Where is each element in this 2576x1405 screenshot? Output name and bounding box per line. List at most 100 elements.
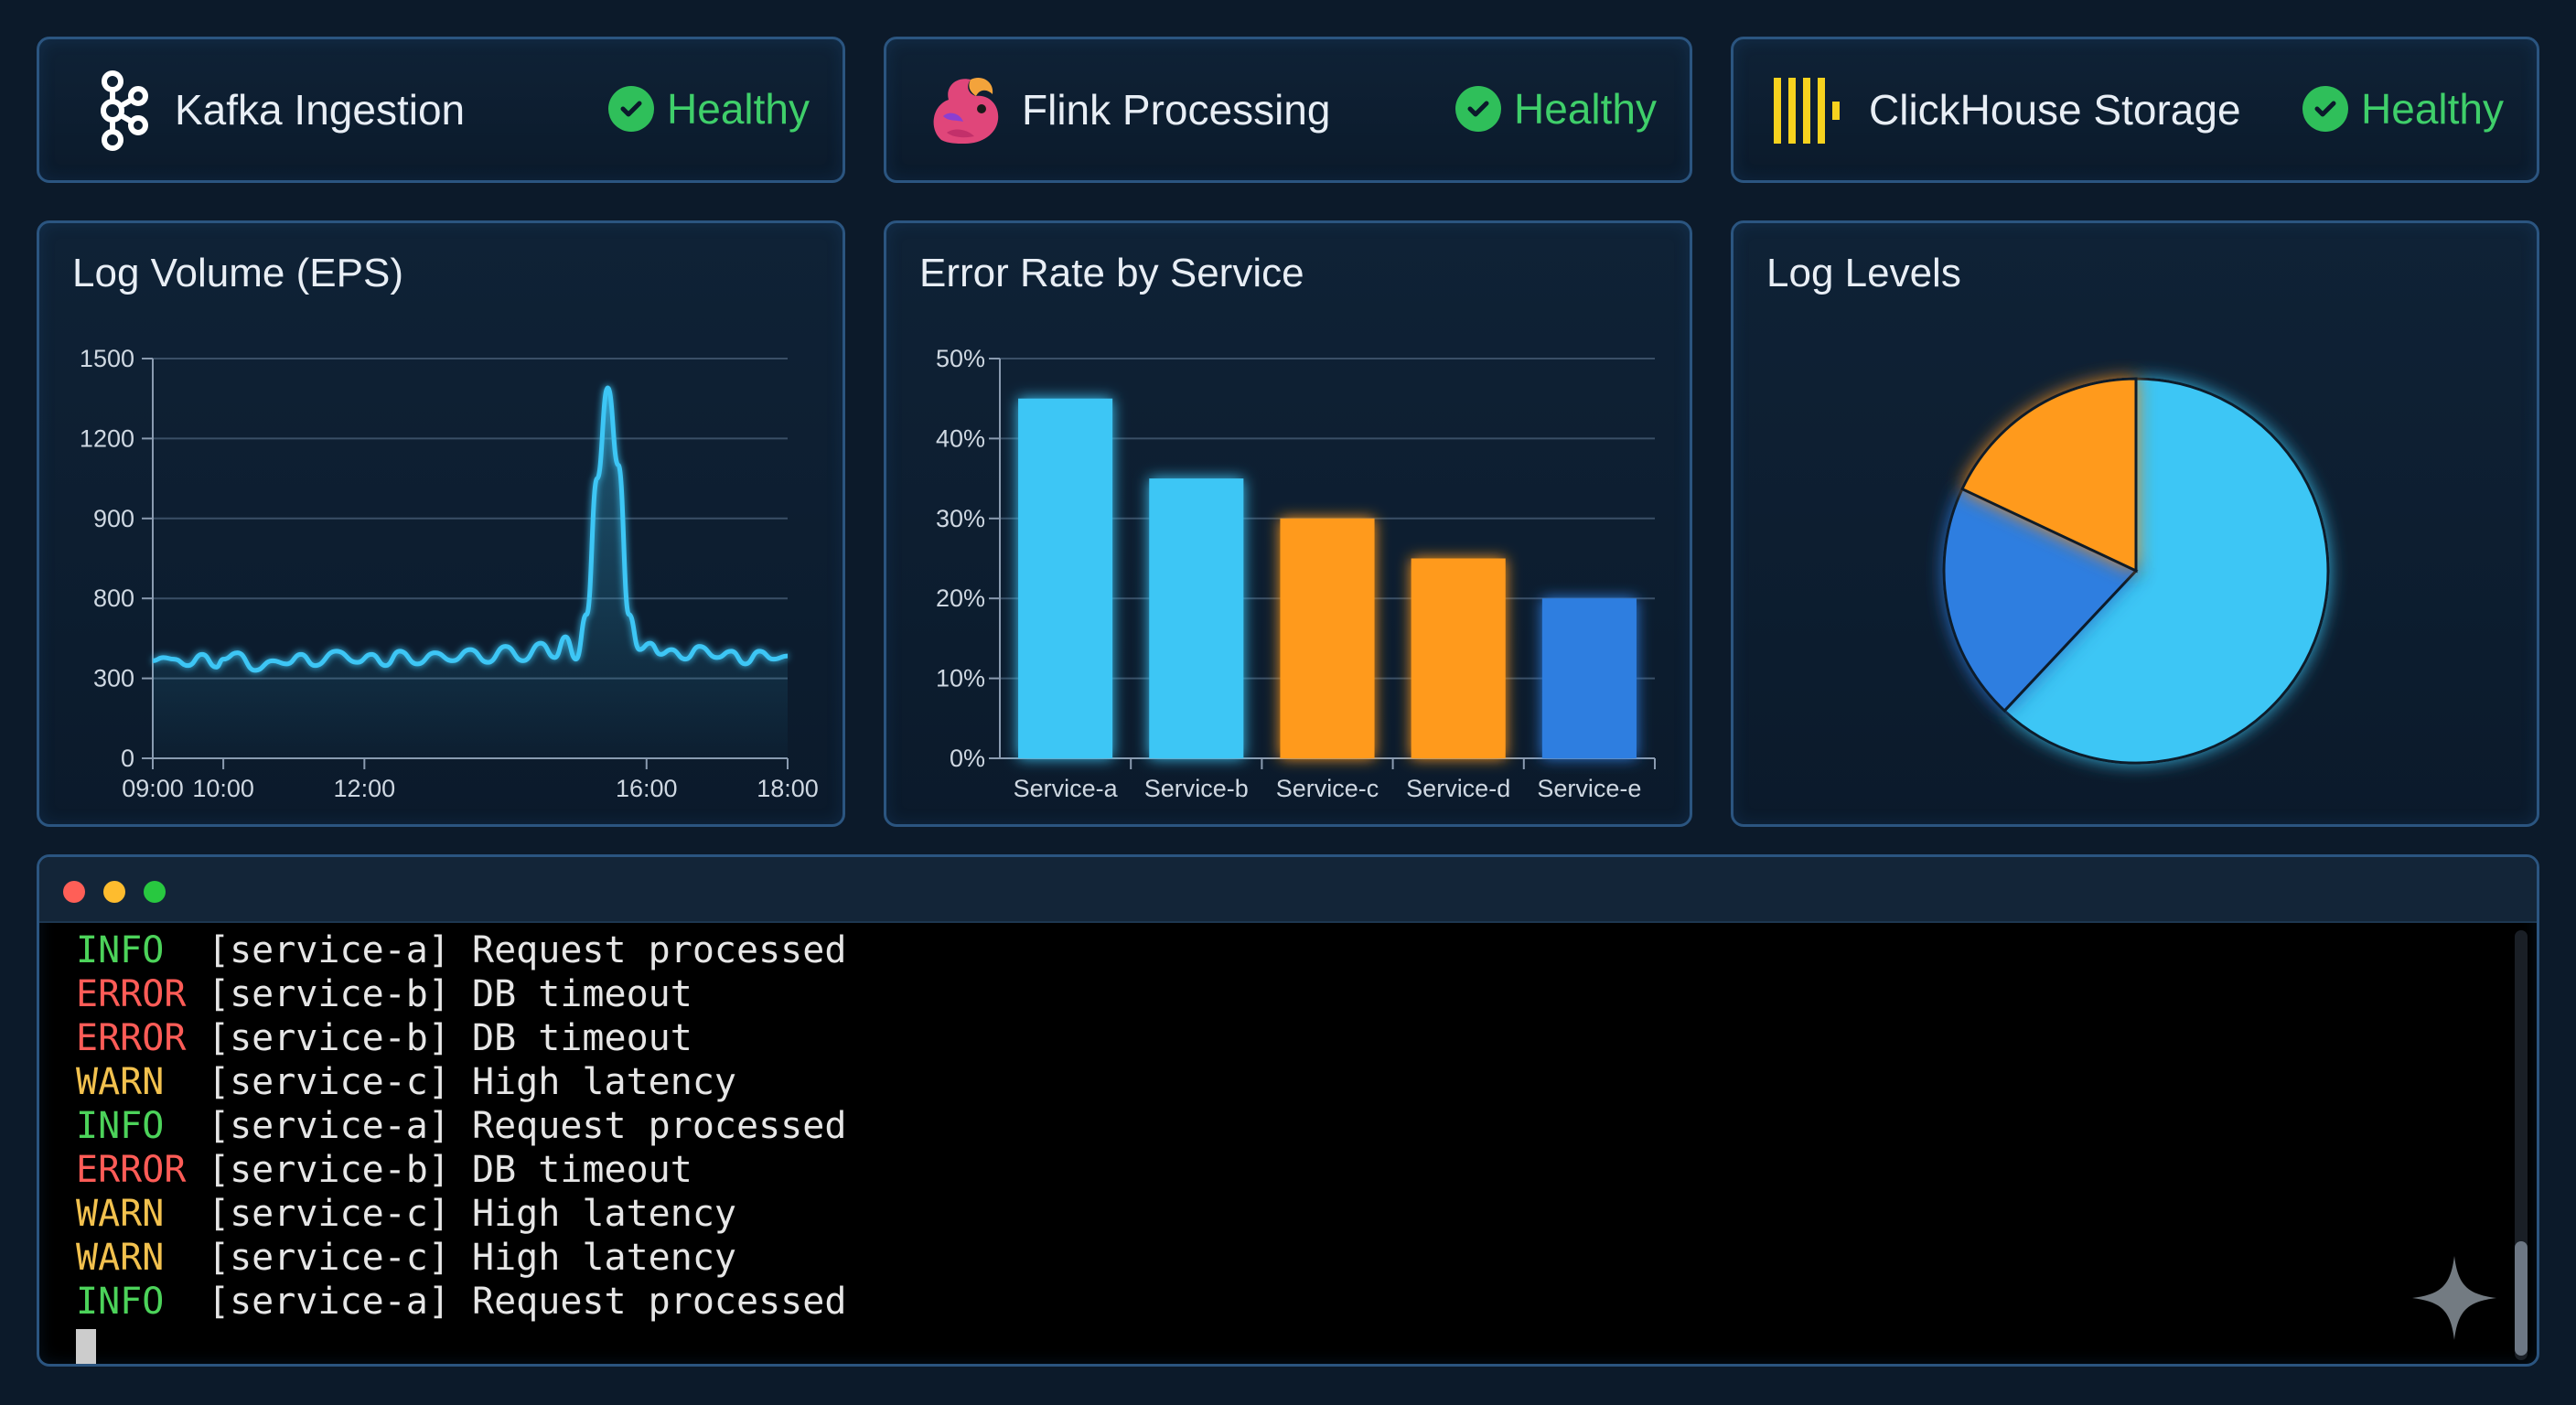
chart-title: Log Volume (EPS) (72, 251, 403, 295)
pie-slice-0 (2002, 377, 2330, 765)
log-message: DB timeout (472, 1149, 692, 1191)
y-tick-label: 30% (936, 505, 985, 532)
log-service: [service-c] (208, 1193, 450, 1235)
log-line: INFO [service-a] Request processed (76, 1280, 846, 1324)
log-message: DB timeout (472, 1017, 692, 1059)
x-tick-label: 12:00 (334, 775, 396, 802)
y-tick-label: 800 (93, 585, 134, 612)
log-line: INFO [service-a] Request processed (76, 1104, 846, 1148)
log-message: High latency (472, 1061, 736, 1103)
log-service: [service-a] (208, 929, 450, 971)
flink-squirrel-icon (933, 77, 999, 144)
log-volume-panel: Log Volume (EPS) 0 300 800 900 1200 1500 09:00… (37, 220, 845, 827)
y-tick-label: 50% (936, 345, 985, 372)
service-name: Flink Processing (1022, 86, 1331, 134)
y-tick-label: 1200 (80, 424, 134, 452)
bar-service-c (1280, 518, 1375, 758)
log-service: [service-c] (208, 1061, 450, 1103)
check-icon (1455, 86, 1502, 132)
log-message: High latency (472, 1193, 736, 1235)
log-terminal[interactable]: INFO [service-a] Request processed ERROR [s… (37, 854, 2539, 1367)
status-label: Healthy (1514, 85, 1657, 133)
log-level: INFO (76, 1105, 165, 1147)
y-tick-label: 10% (936, 665, 985, 692)
x-tick-label: Service-a (1014, 775, 1119, 802)
service-name: ClickHouse Storage (1869, 86, 2241, 134)
series-line-eps (152, 385, 789, 673)
y-tick-label: 1500 (80, 345, 134, 372)
clickhouse-bars-icon (1774, 78, 1840, 144)
log-message: Request processed (472, 1105, 847, 1147)
log-level: INFO (76, 1281, 165, 1323)
terminal-titlebar (39, 857, 2537, 923)
x-tick-label: 16:00 (616, 775, 678, 802)
log-level: WARN (76, 1193, 165, 1235)
bar-service-b (1149, 478, 1244, 758)
y-tick-label: 300 (93, 665, 134, 692)
series-area (153, 388, 788, 758)
y-tick-label: 0 (121, 745, 134, 772)
terminal-cursor (76, 1329, 96, 1364)
close-window-button[interactable] (63, 881, 85, 903)
log-level: ERROR (76, 1017, 187, 1059)
log-line: ERROR [service-b] DB timeout (76, 1016, 846, 1060)
minimize-window-button[interactable] (103, 881, 125, 903)
log-message: High latency (472, 1237, 736, 1279)
log-line: INFO [service-a] Request processed (76, 928, 846, 972)
log-service: [service-b] (208, 973, 450, 1015)
status-card-kafka[interactable]: Kafka Ingestion Healthy (37, 37, 845, 183)
bar-service-e (1541, 598, 1637, 758)
x-tick-label: Service-d (1406, 775, 1510, 802)
log-volume-chart[interactable]: 0 300 800 900 1200 1500 09:00 10:00 12:00 16:00 18… (39, 223, 848, 830)
status-card-flink[interactable]: Flink Processing Healthy (884, 37, 1692, 183)
bar-service-a (1018, 398, 1113, 758)
log-level: ERROR (76, 973, 187, 1015)
log-service: [service-a] (208, 1105, 450, 1147)
status-indicator: Healthy (2302, 83, 2504, 134)
log-line: WARN [service-c] High latency (76, 1192, 846, 1236)
check-icon (608, 86, 655, 132)
log-message: DB timeout (472, 973, 692, 1015)
pie-slice-1 (1942, 487, 2139, 713)
x-tick-label: 09:00 (122, 775, 184, 802)
status-indicator: Healthy (1455, 83, 1657, 134)
log-service: [service-a] (208, 1281, 450, 1323)
log-message: Request processed (472, 929, 847, 971)
chart-title: Error Rate by Service (919, 251, 1304, 295)
bar-service-d (1411, 558, 1506, 758)
maximize-window-button[interactable] (144, 881, 166, 903)
service-name: Kafka Ingestion (175, 86, 466, 134)
status-card-clickhouse[interactable]: ClickHouse Storage Healthy (1731, 37, 2539, 183)
x-tick-label: Service-b (1144, 775, 1249, 802)
error-rate-panel: Error Rate by Service 0% 10% 20% 30% 40% 50% S… (884, 220, 1692, 827)
check-icon (2302, 86, 2349, 132)
log-line: WARN [service-c] High latency (76, 1236, 846, 1280)
y-tick-label: 40% (936, 424, 985, 452)
log-line: ERROR [service-b] DB timeout (76, 972, 846, 1016)
x-tick-label: Service-e (1537, 775, 1641, 802)
terminal-output: INFO [service-a] Request processed ERROR [s… (76, 928, 846, 1364)
sparkle-icon (2412, 1256, 2496, 1340)
error-rate-chart[interactable]: 0% 10% 20% 30% 40% 50% Service-a Service-b Servi… (886, 223, 1695, 830)
status-indicator: Healthy (608, 83, 810, 134)
log-service: [service-c] (208, 1237, 450, 1279)
chart-title: Log Levels (1766, 251, 1961, 295)
x-tick-label: Service-c (1276, 775, 1379, 802)
log-level: WARN (76, 1061, 165, 1103)
y-tick-label: 900 (93, 505, 134, 532)
x-tick-label: 10:00 (192, 775, 254, 802)
log-line: WARN [service-c] High latency (76, 1060, 846, 1104)
pie-slice-2 (1959, 377, 2138, 574)
log-line: ERROR [service-b] DB timeout (76, 1148, 846, 1192)
scrollbar-thumb[interactable] (2515, 1241, 2528, 1356)
y-tick-label: 0% (950, 745, 985, 772)
log-service: [service-b] (208, 1149, 450, 1191)
log-service: [service-b] (208, 1017, 450, 1059)
y-tick-label: 20% (936, 585, 985, 612)
log-level: WARN (76, 1237, 165, 1279)
kafka-logo-icon (101, 70, 148, 151)
log-levels-panel: Log Levels (1731, 220, 2539, 827)
log-message: Request processed (472, 1281, 847, 1323)
log-levels-chart[interactable] (1733, 223, 2542, 830)
status-label: Healthy (667, 85, 810, 133)
